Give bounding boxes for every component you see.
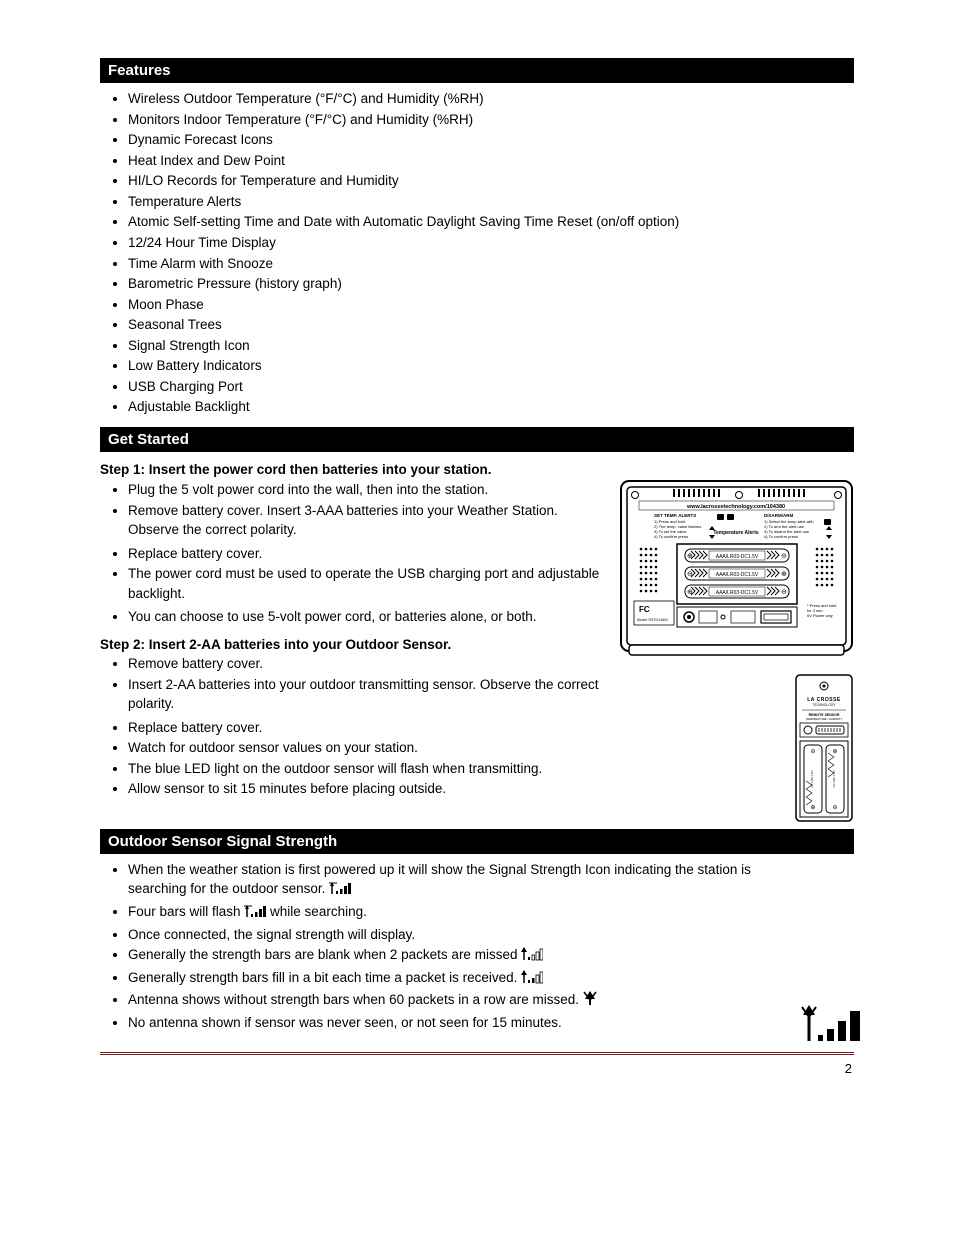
list-item: Remove battery cover. Insert 3-AAA batte… (128, 501, 605, 540)
list-item: Four bars will flash while searching. (128, 902, 774, 924)
list-item: Replace battery cover. (128, 718, 605, 738)
svg-text:4) To confirm press: 4) To confirm press (654, 534, 688, 539)
list-item: You can choose to use 5-volt power cord,… (128, 607, 605, 627)
list-item: Barometric Pressure (history graph) (128, 274, 854, 294)
footer-rule (100, 1052, 854, 1055)
list-item: Generally strength bars fill in a bit ea… (128, 968, 774, 990)
list-item: Remove battery cover. (128, 654, 605, 674)
svg-text:AA LR6 1.5V: AA LR6 1.5V (832, 770, 836, 787)
svg-text:⊕: ⊕ (687, 589, 693, 596)
svg-text:AAA/LR03-DC1.5V: AAA/LR03-DC1.5V (716, 572, 759, 578)
signal-bars-icon (244, 904, 266, 924)
list-item: Moon Phase (128, 295, 854, 315)
list-item: Heat Index and Dew Point (128, 151, 854, 171)
svg-text:TECHNOLOGY: TECHNOLOGY (812, 703, 836, 707)
list-item: When the weather station is first powere… (128, 860, 774, 901)
features-header: Features (100, 58, 854, 83)
list-item: Antenna shows without strength bars when… (128, 990, 774, 1012)
list-item: Adjustable Backlight (128, 397, 854, 417)
list-item: Time Alarm with Snooze (128, 254, 854, 274)
svg-text:Temperature Alerts: Temperature Alerts (713, 530, 759, 536)
svg-text:AAA/LR03-DC1.5V: AAA/LR03-DC1.5V (716, 590, 759, 596)
list-item: Plug the 5 volt power cord into the wall… (128, 480, 605, 500)
signal-med-icon (521, 970, 543, 990)
list-item: Atomic Self-setting Time and Date with A… (128, 212, 854, 232)
list-item: The power cord must be used to operate t… (128, 564, 605, 603)
svg-text:DISARM/ARM: DISARM/ARM (764, 513, 793, 518)
features-list: Wireless Outdoor Temperature (°F/°C) and… (100, 89, 854, 417)
list-item: Insert 2-AA batteries into your outdoor … (128, 675, 605, 714)
svg-text:⊖: ⊖ (810, 749, 815, 755)
signal-list: When the weather station is first powere… (100, 860, 854, 1033)
list-item: USB Charging Port (128, 377, 854, 397)
svg-text:TEMPERATURE / HUMIDITY: TEMPERATURE / HUMIDITY (806, 717, 843, 721)
svg-text:SET TEMP. ALERTS: SET TEMP. ALERTS (654, 513, 696, 518)
list-item: Signal Strength Icon (128, 336, 854, 356)
list-item: Watch for outdoor sensor values on your … (128, 738, 605, 758)
svg-text:⊕: ⊕ (781, 571, 787, 578)
step1-title: Step 1: Insert the power cord then batte… (100, 462, 854, 477)
svg-text:⊕: ⊕ (810, 805, 815, 811)
signal-header: Outdoor Sensor Signal Strength (100, 829, 854, 854)
svg-text:⊖: ⊖ (781, 553, 787, 560)
svg-text:⊖: ⊖ (687, 571, 693, 578)
list-item: Dynamic Forecast Icons (128, 130, 854, 150)
list-item: Generally the strength bars are blank wh… (128, 945, 774, 967)
list-item: Seasonal Trees (128, 315, 854, 335)
step2-list: Remove battery cover. Insert 2-AA batter… (100, 654, 605, 714)
signal-bars-icon (329, 881, 351, 901)
step1-list: Plug the 5 volt power cord into the wall… (100, 480, 605, 540)
signal-weak-icon (521, 947, 543, 967)
list-item: The blue LED light on the outdoor sensor… (128, 759, 605, 779)
svg-text:5V Power only: 5V Power only (807, 613, 833, 618)
list-item: Monitors Indoor Temperature (°F/°C) and … (128, 110, 854, 130)
list-item: Temperature Alerts (128, 192, 854, 212)
page-number: 2 (100, 1061, 854, 1076)
list-item: Wireless Outdoor Temperature (°F/°C) and… (128, 89, 854, 109)
getstarted-header: Get Started (100, 427, 854, 452)
svg-text:4) To confirm press: 4) To confirm press (764, 534, 798, 539)
list-item: Allow sensor to sit 15 minutes before pl… (128, 779, 605, 799)
svg-text:⊕: ⊕ (832, 749, 837, 755)
svg-text:AAA/LR03-DC1.5V: AAA/LR03-DC1.5V (716, 554, 759, 560)
list-item: Low Battery Indicators (128, 356, 854, 376)
sensor-back-figure: LA CROSSE TECHNOLOGY REMOTE SENSOR TEMPE… (794, 673, 854, 823)
svg-text:⊖: ⊖ (832, 805, 837, 811)
list-item: HI/LO Records for Temperature and Humidi… (128, 171, 854, 191)
signal-strength-large-icon (800, 1001, 864, 1050)
antenna-icon (583, 990, 597, 1012)
svg-text:Model: RSTN-NAV2: Model: RSTN-NAV2 (637, 618, 668, 622)
svg-text:AA LR6 1.5V: AA LR6 1.5V (810, 770, 814, 787)
station-url-text: www.lacrossetechnology.com/104380 (686, 504, 785, 510)
list-item: Replace battery cover. (128, 544, 605, 564)
svg-text:⊖: ⊖ (781, 589, 787, 596)
step2-title: Step 2: Insert 2-AA batteries into your … (100, 637, 605, 652)
list-item: 12/24 Hour Time Display (128, 233, 854, 253)
list-item: Once connected, the signal strength will… (128, 925, 774, 945)
svg-text:FC: FC (639, 605, 650, 614)
list-item: No antenna shown if sensor was never see… (128, 1013, 774, 1033)
svg-text:⊕: ⊕ (687, 553, 693, 560)
